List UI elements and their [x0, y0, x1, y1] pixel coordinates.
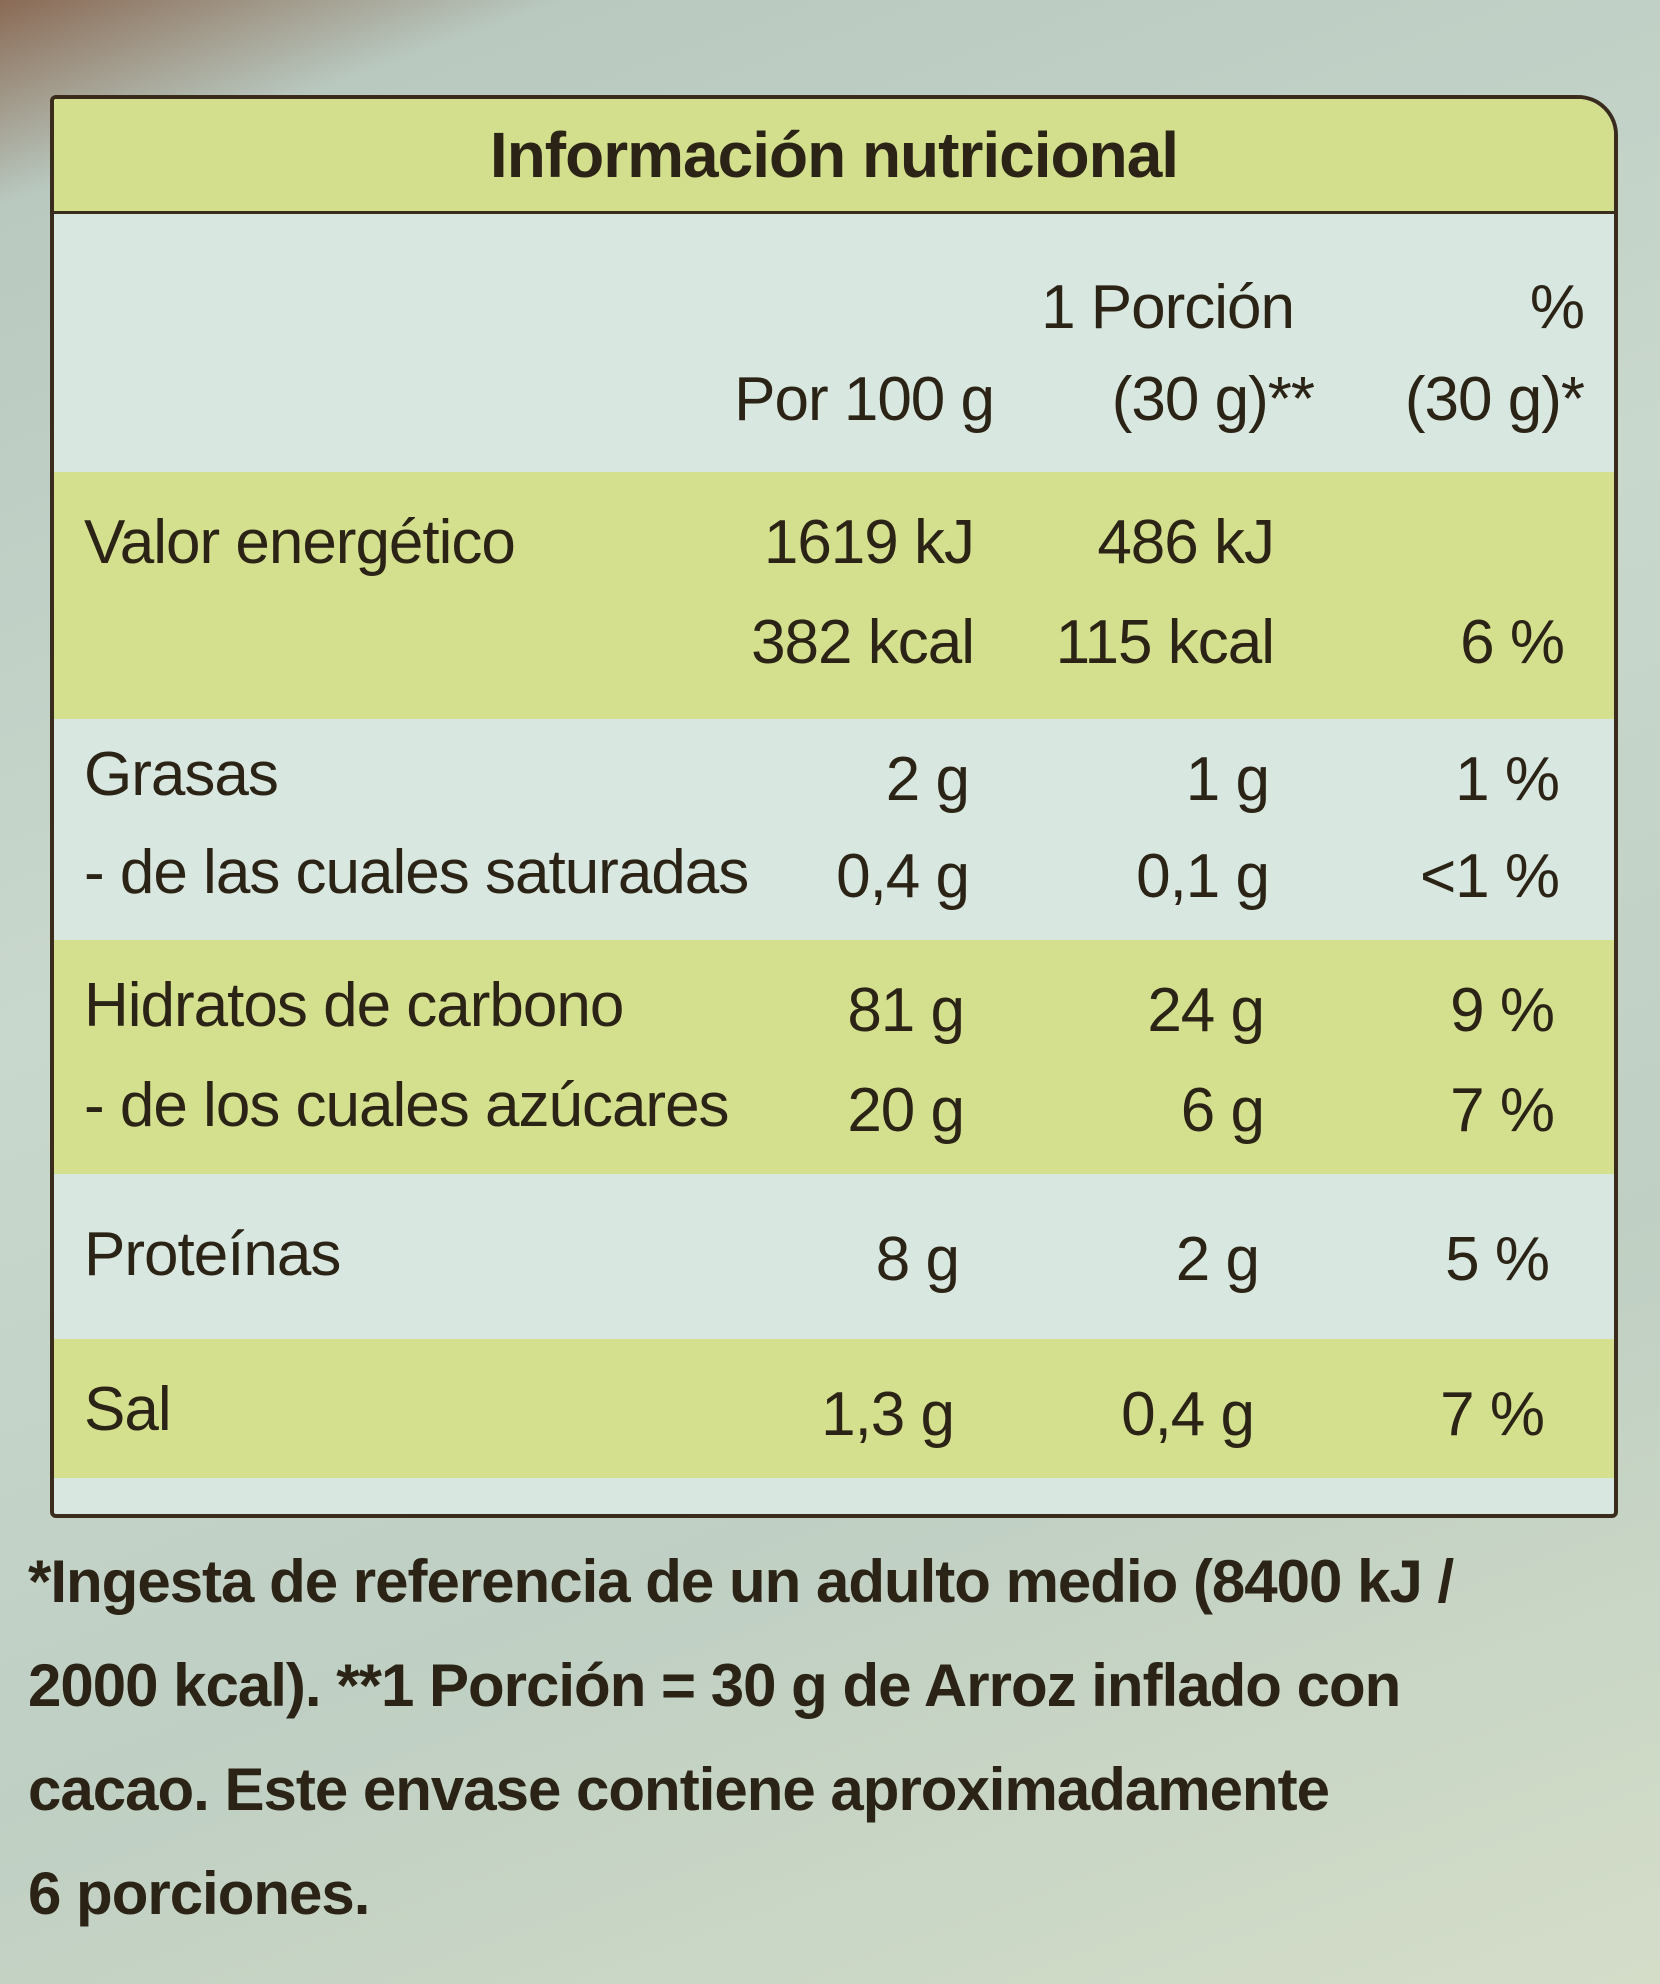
cell-per100: 1619 kJ [763, 508, 975, 577]
row-label: Hidratos de carbono [84, 971, 624, 1040]
cell-per100: 0,4 g [836, 842, 970, 911]
cell-per100: 2 g [885, 745, 970, 814]
footnote-line: 6 porciones. [28, 1860, 370, 1927]
table-title: Información nutricional [54, 99, 1614, 214]
cell-pct: 6 % [1460, 608, 1565, 677]
cell-per100: 20 g [847, 1076, 965, 1145]
row-protein: Proteínas 8 g 2 g 5 % [54, 1174, 1614, 1339]
row-carbs: Hidratos de carbono 81 g 24 g 9 % - de l… [54, 940, 1614, 1174]
cell-pct: 7 % [1440, 1380, 1545, 1449]
row-fat: Grasas 2 g 1 g 1 % - de las cuales satur… [54, 719, 1614, 940]
row-energy: Valor energético 1619 kJ 486 kJ 382 kcal… [54, 472, 1614, 719]
row-label: Proteínas [84, 1220, 341, 1289]
cell-pct: 9 % [1450, 976, 1555, 1045]
cell-portion: 115 kcal [1055, 608, 1275, 677]
cell-portion: 6 g [1180, 1076, 1265, 1145]
header-portion-1: 1 Porción [1041, 273, 1295, 342]
cell-pct: 5 % [1445, 1225, 1550, 1294]
row-sublabel: - de los cuales azúcares [84, 1071, 730, 1140]
header-row: Por 100 g 1 Porción (30 g)** % (30 g)* [54, 214, 1614, 472]
header-portion-2: (30 g)** [1111, 365, 1315, 434]
cell-portion: 2 g [1175, 1225, 1260, 1294]
footnote-line: *Ingesta de referencia de un adulto medi… [28, 1548, 1454, 1615]
row-salt: Sal 1,3 g 0,4 g 7 % [54, 1339, 1614, 1478]
row-label: Sal [84, 1375, 172, 1444]
footnote-line: 2000 kcal). **1 Porción = 30 g de Arroz … [28, 1652, 1401, 1719]
cell-pct: 1 % [1455, 745, 1560, 814]
cell-portion: 486 kJ [1097, 508, 1275, 577]
cell-per100: 382 kcal [751, 608, 975, 677]
cell-per100: 1,3 g [821, 1380, 955, 1449]
row-sublabel: - de las cuales saturadas [84, 838, 749, 907]
header-per100: Por 100 g [734, 365, 995, 434]
cell-portion: 24 g [1147, 976, 1265, 1045]
cell-portion: 1 g [1185, 745, 1270, 814]
row-label: Grasas [84, 740, 279, 809]
header-pct-2: (30 g)* [1404, 365, 1585, 434]
cell-portion: 0,4 g [1121, 1380, 1255, 1449]
footnote-line: cacao. Este envase contiene aproximadame… [28, 1756, 1330, 1823]
row-label: Valor energético [84, 508, 516, 577]
cell-per100: 8 g [875, 1225, 960, 1294]
nutrition-table: Información nutricional Por 100 g 1 Porc… [50, 95, 1618, 1518]
cell-per100: 81 g [847, 976, 965, 1045]
header-pct-1: % [1529, 273, 1585, 342]
cell-pct: 7 % [1450, 1076, 1555, 1145]
footnote: *Ingesta de referencia de un adulto medi… [28, 1530, 1588, 1946]
cell-pct: <1 % [1419, 842, 1560, 911]
cell-portion: 0,1 g [1136, 842, 1270, 911]
